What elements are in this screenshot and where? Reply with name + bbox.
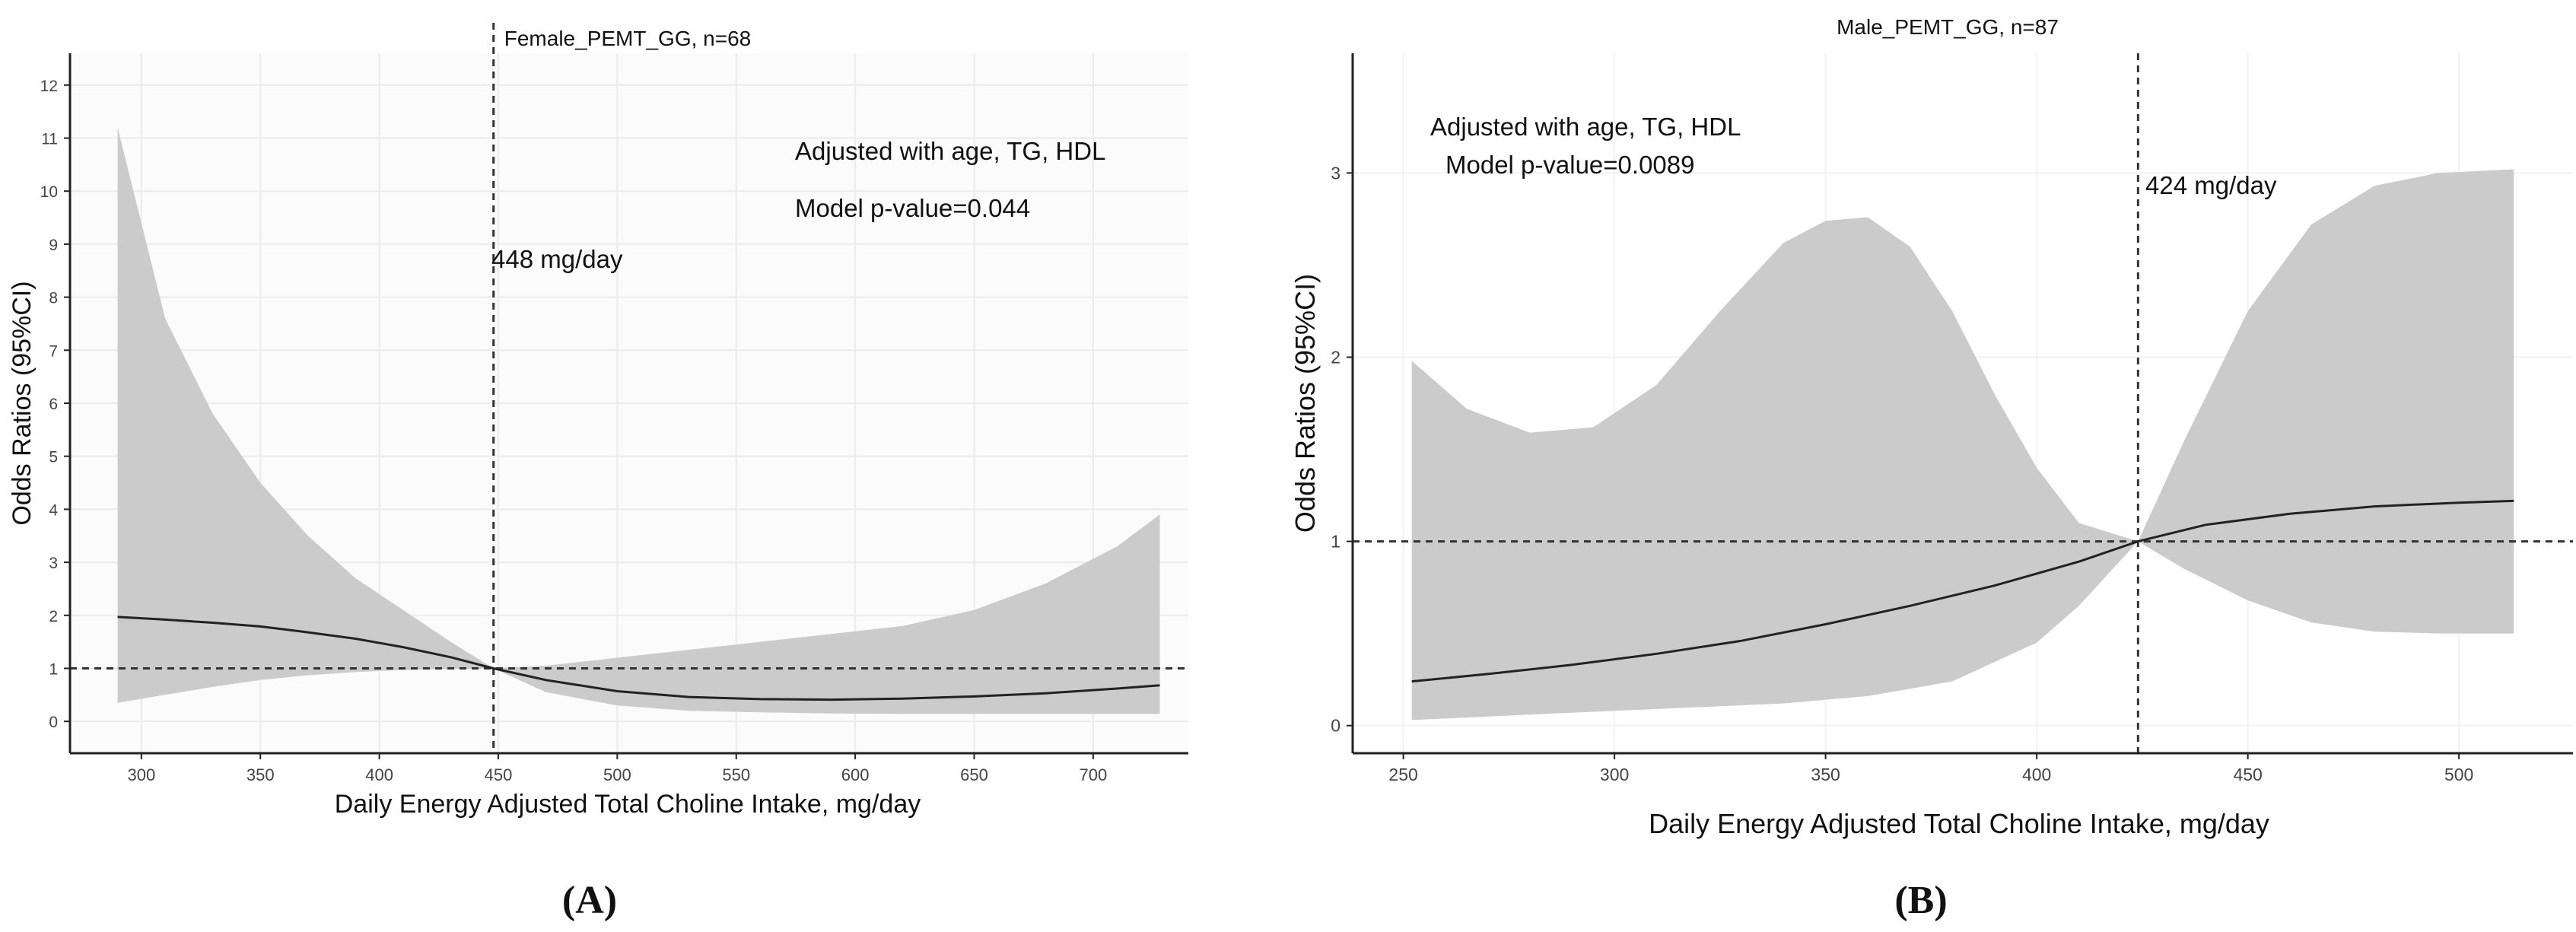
panel-a-y-tick-label-0: 0 bbox=[49, 714, 58, 731]
panel-a-y-tick-label-1: 1 bbox=[49, 660, 58, 678]
panel-b-annotation-threshold: 424 mg/day bbox=[2145, 171, 2277, 199]
panel-a-annotation-pvalue: Model p-value=0.044 bbox=[795, 194, 1030, 222]
panel-b-label: (B) bbox=[1894, 879, 1947, 922]
panel-b-y-ticks: 0 1 2 3 bbox=[1331, 163, 1353, 736]
panel-b-x-tick-label-300: 300 bbox=[1600, 765, 1629, 784]
panel-b-annotation-adjusted: Adjusted with age, TG, HDL bbox=[1430, 113, 1741, 141]
panel-b-y-tick-label-0: 0 bbox=[1331, 716, 1340, 736]
panel-b-y-tick-label-1: 1 bbox=[1331, 532, 1340, 552]
panel-b-x-tick-label-350: 350 bbox=[1811, 765, 1840, 784]
panel-b-x-label: Daily Energy Adjusted Total Choline Inta… bbox=[1649, 808, 2269, 839]
panel-a-y-tick-label-6: 6 bbox=[49, 396, 58, 413]
panel-a-x-label: Daily Energy Adjusted Total Choline Inta… bbox=[335, 790, 921, 819]
panel-b-annotation-pvalue: Model p-value=0.0089 bbox=[1445, 151, 1695, 179]
panel-a-y-tick-label-7: 7 bbox=[49, 342, 58, 360]
panel-b-ci-band bbox=[1411, 169, 2514, 720]
panel-b-x-tick-label-450: 450 bbox=[2233, 765, 2262, 784]
panel-a-annotation-adjusted: Adjusted with age, TG, HDL bbox=[795, 137, 1105, 165]
panel-a-y-tick-label-3: 3 bbox=[49, 555, 58, 572]
panel-a-y-tick-label-4: 4 bbox=[49, 501, 58, 519]
panel-a-x-tick-label-400: 400 bbox=[365, 765, 393, 784]
panel-a-ci-band bbox=[117, 127, 1160, 714]
panel-a-y-tick-label-8: 8 bbox=[49, 290, 58, 307]
panel-a-title: Female_PEMT_GG, n=68 bbox=[504, 27, 751, 50]
panel-b-odds-ratio-line bbox=[1411, 499, 2514, 683]
panel-b-x-ticks: 250 300 350 400 450 500 bbox=[1388, 753, 2473, 784]
panel-a-y-label: Odds Ratios (95%CI) bbox=[8, 281, 37, 525]
panel-a-y-tick-label-11: 11 bbox=[41, 131, 58, 148]
panel-b-y-label: Odds Ratios (95%CI) bbox=[1290, 274, 1321, 533]
panel-a-label: (A) bbox=[562, 879, 617, 922]
panel-a-odds-ratio-line bbox=[117, 616, 1160, 701]
panel-a-x-tick-label-700: 700 bbox=[1080, 765, 1108, 784]
panel-b-x-tick-label-500: 500 bbox=[2444, 765, 2473, 784]
panel-b-chart: 0 1 2 3 250 300 350 400 450 500 Male_PEMT_GG, n=… bbox=[1290, 15, 2573, 922]
panel-b-y-tick-label-3: 3 bbox=[1331, 163, 1340, 183]
panel-a-y-tick-label-12: 12 bbox=[40, 78, 58, 95]
panel-a-y-tick-label-9: 9 bbox=[49, 237, 58, 254]
panel-b-title: Male_PEMT_GG, n=87 bbox=[1837, 15, 2059, 39]
panel-a-x-ticks: 300 350 400 450 500 550 600 650 700 bbox=[127, 753, 1107, 784]
panel-a-x-tick-label-500: 500 bbox=[603, 765, 631, 784]
panel-a-x-tick-label-350: 350 bbox=[246, 765, 275, 784]
panel-a-x-tick-label-450: 450 bbox=[485, 765, 513, 784]
panel-a-y-tick-label-5: 5 bbox=[49, 449, 58, 466]
panel-b-x-tick-label-250: 250 bbox=[1388, 765, 1417, 784]
panel-a-annotation-threshold: 448 mg/day bbox=[491, 245, 623, 273]
panel-a-x-tick-label-600: 600 bbox=[841, 765, 870, 784]
panel-b-x-tick-label-400: 400 bbox=[2022, 765, 2051, 784]
panel-a-y-tick-label-2: 2 bbox=[49, 608, 58, 625]
panel-a-x-tick-label-300: 300 bbox=[127, 765, 155, 784]
panel-a-y-tick-label-10: 10 bbox=[40, 183, 58, 201]
panel-a-x-tick-label-650: 650 bbox=[960, 765, 988, 784]
panel-b-y-tick-label-2: 2 bbox=[1331, 347, 1340, 367]
panel-a-x-tick-label-550: 550 bbox=[722, 765, 750, 784]
